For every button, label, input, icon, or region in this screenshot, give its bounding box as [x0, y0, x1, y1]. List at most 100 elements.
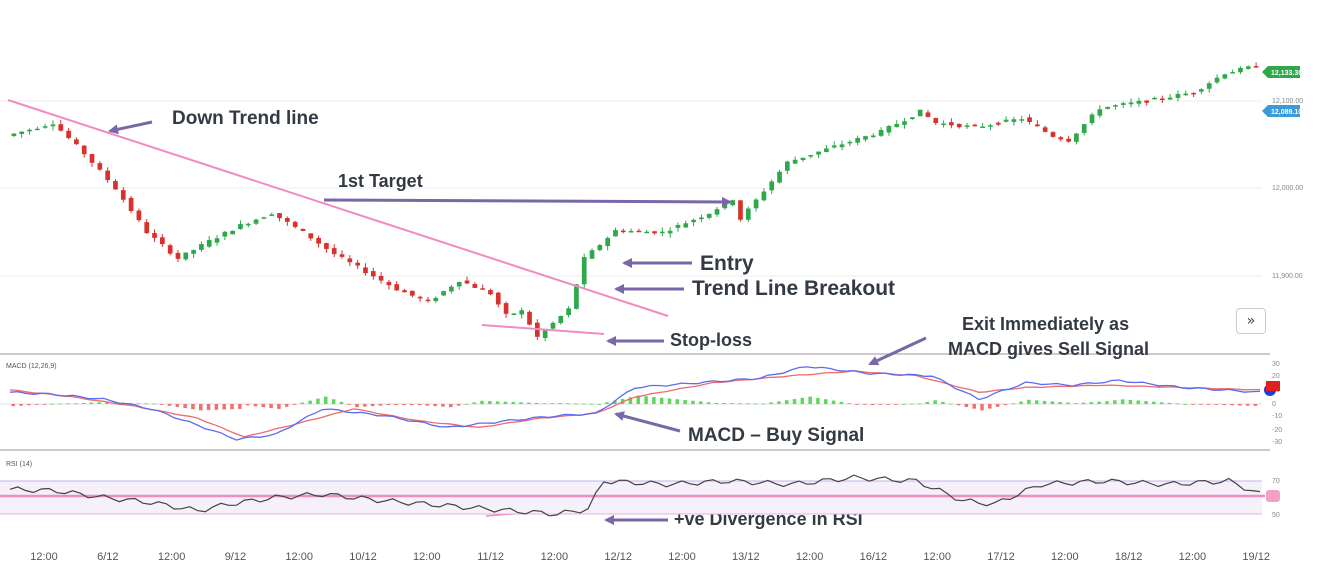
candle-body: [183, 252, 189, 260]
macd-histogram-bar: [316, 398, 320, 404]
macd-histogram-bar: [1159, 402, 1164, 404]
candle-body: [308, 233, 314, 239]
candle-body: [824, 148, 829, 152]
candle-body: [902, 121, 907, 125]
macd-histogram-bar: [1105, 401, 1109, 404]
candle-body: [1074, 133, 1079, 142]
macd-histogram-bar: [355, 404, 359, 408]
candle-body: [613, 230, 618, 237]
candle-body: [636, 230, 642, 233]
macd-histogram-bar: [1199, 404, 1203, 405]
candle-body: [706, 213, 712, 218]
candle-body: [456, 282, 462, 287]
breakout-label: Trend Line Breakout: [692, 277, 895, 300]
candle-body: [1019, 119, 1025, 121]
macd-histogram-bar: [230, 404, 234, 410]
bid-price-badge: 12,133.30: [1262, 66, 1302, 78]
candle-body: [964, 125, 970, 127]
candle-body: [738, 200, 743, 220]
macd-histogram-bar: [50, 403, 55, 405]
candle-body: [1058, 137, 1064, 140]
candle-body: [894, 123, 900, 128]
macd-histogram-bar: [331, 399, 336, 404]
candle-body: [972, 124, 978, 127]
macd-histogram-bar: [97, 402, 101, 404]
macd-histogram-bar: [909, 403, 914, 405]
candle-body: [605, 238, 610, 247]
candle-body: [949, 122, 954, 126]
macd-tick: -30: [1272, 439, 1282, 446]
macd-histogram-bar: [66, 403, 70, 405]
candle-body: [35, 128, 40, 131]
price-axis: 12,100.00 12,000.00 11,900.00: [1272, 98, 1303, 280]
entry-label: Entry: [700, 252, 754, 275]
macd-histogram-bar: [550, 403, 555, 404]
candle-body: [394, 284, 400, 291]
macd-line: [9, 366, 1261, 441]
candle-body: [222, 231, 228, 237]
candle-body: [410, 290, 415, 296]
rsi-pane-title: RSI (14): [6, 461, 32, 468]
candle-body: [1160, 98, 1165, 101]
svg-text:12,133.30: 12,133.30: [1271, 70, 1302, 77]
first-target-arrow: [323, 196, 732, 207]
candle-body: [1152, 97, 1157, 100]
macd-histogram-bar: [503, 401, 508, 404]
macd-histogram-bar: [839, 401, 844, 404]
exit-label-line2: MACD gives Sell Signal: [948, 339, 1149, 359]
macd-histogram-bar: [81, 402, 86, 404]
candle-body: [988, 125, 993, 127]
macd-histogram-bar: [238, 404, 242, 409]
macd-histogram-bar: [1167, 402, 1172, 404]
candle-body: [886, 126, 892, 133]
candle-body: [1105, 106, 1110, 109]
macd-histogram-bar: [1191, 404, 1195, 405]
macd-histogram-bar: [1042, 400, 1047, 404]
macd-histogram-bar: [1019, 401, 1023, 404]
macd-histogram-bar: [277, 404, 281, 409]
expand-chart-button[interactable]: »: [1236, 308, 1266, 334]
candle-body: [74, 139, 79, 145]
candle-body: [1199, 89, 1204, 92]
macd-histogram-bar: [589, 403, 594, 405]
macd-histogram-bar: [628, 397, 633, 404]
macd-tick: 0: [1272, 401, 1276, 408]
candle-body: [816, 151, 821, 155]
macd-histogram-bar: [574, 403, 578, 405]
candle-body: [683, 223, 689, 228]
time-tick-label: 17/12: [987, 551, 1015, 563]
first-target-label: 1st Target: [338, 171, 423, 191]
candle-body: [1167, 97, 1173, 100]
macd-tick: 20: [1272, 373, 1280, 380]
candle-body: [527, 311, 532, 325]
macd-histogram-bar: [1097, 401, 1101, 404]
macd-histogram-bar: [519, 402, 523, 404]
candlestick-series: [11, 62, 1259, 342]
candle-body: [1238, 67, 1243, 73]
annotation-arrows: [108, 120, 927, 525]
candle-body: [1089, 114, 1095, 123]
candle-body: [1027, 117, 1032, 123]
candle-body: [402, 290, 407, 293]
candle-body: [1214, 77, 1220, 83]
macd-histogram-bar: [581, 403, 586, 405]
macd-histogram-bar: [745, 403, 750, 405]
ask-price-badge: 12,089.10: [1262, 105, 1302, 117]
candle-body: [191, 249, 196, 254]
time-tick-label: 13/12: [732, 551, 760, 563]
candle-body: [120, 190, 126, 200]
time-tick-label: 12:00: [413, 551, 441, 563]
candle-body: [1128, 102, 1134, 105]
macd-histogram-bar: [1175, 403, 1180, 405]
macd-histogram-bar: [1128, 399, 1133, 404]
candle-body: [597, 245, 603, 251]
candle-body: [89, 154, 95, 163]
candle-body: [269, 214, 275, 216]
macd-histogram-bar: [42, 404, 47, 405]
macd-histogram-bar: [386, 404, 391, 406]
macd-histogram-bar: [425, 404, 430, 406]
macd-histogram-bar: [699, 401, 703, 404]
candle-body: [214, 238, 220, 243]
candle-body: [956, 123, 962, 128]
macd-histogram-bar: [284, 404, 289, 407]
